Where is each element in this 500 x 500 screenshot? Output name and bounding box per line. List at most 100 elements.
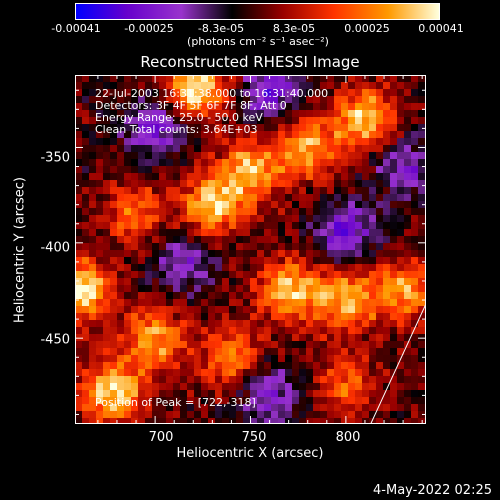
heatmap-cell (89, 173, 96, 180)
heatmap-cell (229, 75, 236, 82)
heatmap-cell (334, 404, 341, 411)
heatmap-cell (383, 320, 390, 327)
heatmap-cell (264, 124, 271, 131)
heatmap-cell (257, 82, 264, 89)
heatmap-cell (96, 348, 103, 355)
heatmap-cell (194, 145, 201, 152)
heatmap-cell (124, 159, 131, 166)
heatmap-cell (243, 320, 250, 327)
heatmap-cell (334, 145, 341, 152)
heatmap-cell (131, 187, 138, 194)
heatmap-cell (117, 383, 124, 390)
heatmap-cell (390, 376, 397, 383)
heatmap-cell (229, 362, 236, 369)
heatmap-cell (327, 173, 334, 180)
heatmap-cell (82, 201, 89, 208)
heatmap-cell (138, 215, 145, 222)
heatmap-cell (229, 82, 236, 89)
heatmap-cell (390, 341, 397, 348)
heatmap-cell (215, 334, 222, 341)
heatmap-cell (271, 89, 278, 96)
heatmap-cell (82, 145, 89, 152)
heatmap-cell (96, 208, 103, 215)
heatmap-cell (334, 159, 341, 166)
heatmap-cell (187, 320, 194, 327)
heatmap-cell (369, 194, 376, 201)
heatmap-cell (397, 215, 404, 222)
heatmap-cell (180, 362, 187, 369)
heatmap-cell (110, 215, 117, 222)
heatmap-cell (383, 271, 390, 278)
heatmap-cell (117, 271, 124, 278)
heatmap-cell (257, 236, 264, 243)
heatmap-cell (313, 383, 320, 390)
heatmap-cell (271, 264, 278, 271)
heatmap-cell (327, 299, 334, 306)
heatmap-cell (152, 229, 159, 236)
heatmap-cell (180, 82, 187, 89)
heatmap-cell (285, 187, 292, 194)
heatmap-cell (166, 404, 173, 411)
heatmap-cell (383, 355, 390, 362)
heatmap-cell (264, 383, 271, 390)
heatmap-cell (390, 404, 397, 411)
heatmap-cell (82, 355, 89, 362)
heatmap-cell (271, 201, 278, 208)
heatmap-cell (243, 201, 250, 208)
heatmap-cell (418, 376, 425, 383)
heatmap-cell (418, 264, 425, 271)
heatmap-cell (138, 404, 145, 411)
heatmap-cell (75, 110, 82, 117)
heatmap-cell (285, 117, 292, 124)
heatmap-cell (355, 411, 362, 418)
heatmap-cell (138, 124, 145, 131)
heatmap-cell (201, 292, 208, 299)
heatmap-cell (124, 131, 131, 138)
heatmap-cell (257, 313, 264, 320)
heatmap-cell (96, 103, 103, 110)
heatmap-cell (89, 110, 96, 117)
heatmap-cell (103, 236, 110, 243)
heatmap-cell (341, 124, 348, 131)
heatmap-cell (117, 376, 124, 383)
heatmap-cell (383, 201, 390, 208)
heatmap-cell (201, 138, 208, 145)
heatmap-cell (75, 82, 82, 89)
heatmap-cell (334, 229, 341, 236)
heatmap-cell (103, 103, 110, 110)
heatmap-cell (327, 257, 334, 264)
heatmap-cell (292, 320, 299, 327)
heatmap-cell (75, 152, 82, 159)
heatmap-cell (166, 390, 173, 397)
heatmap-cell (187, 271, 194, 278)
heatmap-cell (82, 257, 89, 264)
heatmap-cell (411, 96, 418, 103)
heatmap-cell (348, 103, 355, 110)
heatmap-cell (131, 131, 138, 138)
heatmap-cell (75, 243, 82, 250)
heatmap-cell (243, 229, 250, 236)
heatmap-cell (145, 229, 152, 236)
heatmap-cell (208, 201, 215, 208)
heatmap-cell (201, 131, 208, 138)
heatmap-cell (292, 362, 299, 369)
heatmap-cell (89, 159, 96, 166)
heatmap-cell (145, 110, 152, 117)
heatmap-cell (229, 166, 236, 173)
heatmap-cell (306, 390, 313, 397)
heatmap-cell (306, 418, 313, 424)
heatmap-cell (299, 201, 306, 208)
heatmap-cell (152, 145, 159, 152)
colorbar-tick-label: 0.00041 (418, 22, 464, 35)
heatmap-cell (124, 299, 131, 306)
heatmap-cell (131, 124, 138, 131)
heatmap-cell (117, 299, 124, 306)
heatmap-cell (236, 138, 243, 145)
heatmap-cell (96, 320, 103, 327)
chart-title: Reconstructed RHESSI Image (140, 53, 360, 71)
heatmap-cell (82, 383, 89, 390)
heatmap-cell (362, 418, 369, 424)
heatmap-cell (103, 327, 110, 334)
heatmap-cell (397, 110, 404, 117)
heatmap-cell (215, 145, 222, 152)
